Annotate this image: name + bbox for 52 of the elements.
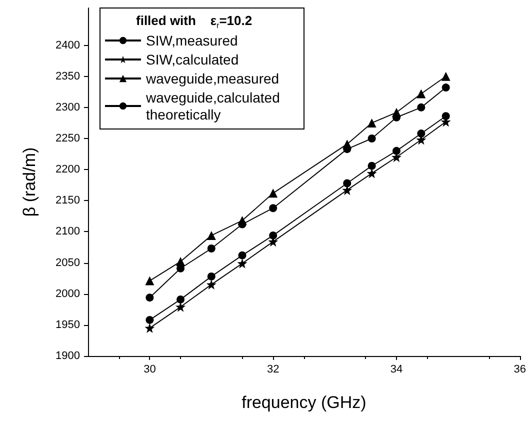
y-axis-title: β (rad/m) [20,147,39,217]
point [442,112,450,120]
y-tick-label: 1900 [56,350,80,362]
point [343,179,352,188]
point [417,103,426,112]
x-tick-label: 34 [390,364,403,376]
point [417,130,426,138]
point [207,272,216,280]
point [146,316,154,324]
x-tick-label: 36 [514,364,526,376]
point [416,89,426,98]
point [176,302,186,312]
y-tick-label: 2400 [56,39,80,52]
y-tick-label: 2000 [56,288,80,300]
point [392,146,400,155]
point [206,230,216,240]
point [268,188,278,198]
x-axis-title: frequency (GHz) [242,393,366,412]
y-tick-label: 2100 [56,226,80,238]
legend-label: waveguide,calculated theoretically [145,90,284,122]
point [207,244,216,252]
point [368,134,376,142]
point [368,162,376,170]
y-tick-label: 2350 [56,70,80,82]
point [176,295,185,304]
y-tick-label: 2050 [56,256,80,269]
point [237,258,248,268]
point [342,140,352,149]
point [269,231,278,240]
y-tick-label: 2300 [56,101,80,114]
legend-label: waveguide,measured [145,70,280,86]
point [366,168,377,178]
legend-label: SIW,measured [146,32,238,48]
point [206,280,216,290]
y-tick-label: 2200 [56,164,80,176]
point [442,84,450,92]
point [146,294,154,302]
point [176,257,186,266]
point [441,72,450,81]
point [392,108,401,117]
y-tick-label: 2250 [56,132,80,144]
y-tick-label: 2150 [56,194,80,207]
x-tick-label: 32 [266,364,280,376]
point [238,216,247,226]
x-tick-label: 30 [144,364,156,376]
point [145,276,154,286]
point [367,118,376,128]
point [238,251,246,260]
point [144,323,155,334]
y-tick-label: 1950 [56,318,80,331]
legend-label: SIW,calculated [146,52,239,68]
point [269,204,278,212]
